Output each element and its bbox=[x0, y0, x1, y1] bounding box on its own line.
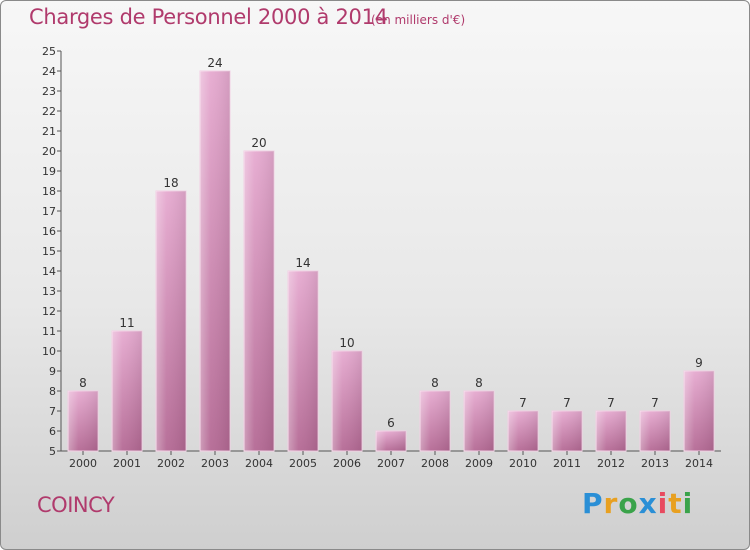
x-axis-ticks: 2000 2001 2002 2003 2004 2005 2006 2007 2008 2009… bbox=[69, 451, 713, 470]
x-tick-label-2014: 2014 bbox=[685, 457, 713, 470]
data-label-2012: 7 bbox=[607, 396, 615, 410]
y-tick-label: 22 bbox=[42, 105, 56, 118]
bar-shine-2000 bbox=[68, 391, 98, 451]
data-label-2010: 7 bbox=[519, 396, 527, 410]
y-tick-label: 24 bbox=[42, 65, 56, 78]
y-tick-label: 7 bbox=[49, 405, 56, 418]
bar-shine-2001 bbox=[112, 331, 142, 451]
bar-shine-2006 bbox=[332, 351, 362, 451]
data-label-2009: 8 bbox=[475, 376, 483, 390]
y-tick-label: 15 bbox=[42, 245, 56, 258]
commune-name: COINCY bbox=[37, 493, 115, 517]
x-tick-label-2001: 2001 bbox=[113, 457, 141, 470]
x-tick-label-2012: 2012 bbox=[597, 457, 625, 470]
y-tick-label: 20 bbox=[42, 145, 56, 158]
x-tick-label-2002: 2002 bbox=[157, 457, 185, 470]
bar-shine-2004 bbox=[244, 151, 274, 451]
x-tick-label-2013: 2013 bbox=[641, 457, 669, 470]
proxiti-logo: Proxiti bbox=[582, 487, 694, 520]
y-tick-label: 19 bbox=[42, 165, 56, 178]
bar-shine-2013 bbox=[640, 411, 670, 451]
data-label-2006: 10 bbox=[339, 336, 354, 350]
x-tick-label-2010: 2010 bbox=[509, 457, 537, 470]
data-label-2003: 24 bbox=[207, 56, 222, 70]
data-label-2008: 8 bbox=[431, 376, 439, 390]
data-label-2005: 14 bbox=[295, 256, 310, 270]
chart-title: Charges de Personnel 2000 à 2014 bbox=[29, 5, 388, 29]
bar-shine-2014 bbox=[684, 371, 714, 451]
data-label-2002: 18 bbox=[163, 176, 178, 190]
data-label-2000: 8 bbox=[79, 376, 87, 390]
bar-shine-2003 bbox=[200, 71, 230, 451]
x-tick-label-2008: 2008 bbox=[421, 457, 449, 470]
bar-shine-2012 bbox=[596, 411, 626, 451]
x-tick-label-2006: 2006 bbox=[333, 457, 361, 470]
y-tick-label: 25 bbox=[42, 45, 56, 58]
bar-shine-2010 bbox=[508, 411, 538, 451]
y-tick-label: 23 bbox=[42, 85, 56, 98]
y-tick-label: 13 bbox=[42, 285, 56, 298]
x-tick-label-2005: 2005 bbox=[289, 457, 317, 470]
data-label-2011: 7 bbox=[563, 396, 571, 410]
bars-group: 8 11 18 24 20 14 10 6 8 8 7 7 7 7 9 bbox=[67, 56, 715, 452]
data-label-2014: 9 bbox=[695, 356, 703, 370]
x-tick-label-2003: 2003 bbox=[201, 457, 229, 470]
x-tick-label-2007: 2007 bbox=[377, 457, 405, 470]
bar-shine-2011 bbox=[552, 411, 582, 451]
data-label-2013: 7 bbox=[651, 396, 659, 410]
data-label-2004: 20 bbox=[251, 136, 266, 150]
y-tick-label: 12 bbox=[42, 305, 56, 318]
y-tick-label: 16 bbox=[42, 225, 56, 238]
chart-subtitle: (en milliers d'€) bbox=[371, 13, 466, 27]
y-tick-label: 17 bbox=[42, 205, 56, 218]
y-tick-label: 21 bbox=[42, 125, 56, 138]
x-tick-label-2009: 2009 bbox=[465, 457, 493, 470]
y-tick-label: 10 bbox=[42, 345, 56, 358]
x-tick-label-2000: 2000 bbox=[69, 457, 97, 470]
x-tick-label-2004: 2004 bbox=[245, 457, 273, 470]
bar-shine-2007 bbox=[376, 431, 406, 451]
bar-shine-2008 bbox=[420, 391, 450, 451]
y-tick-label: 14 bbox=[42, 265, 56, 278]
y-tick-label: 11 bbox=[42, 325, 56, 338]
x-tick-label-2011: 2011 bbox=[553, 457, 581, 470]
bar-shine-2002 bbox=[156, 191, 186, 451]
bar-shine-2005 bbox=[288, 271, 318, 451]
y-tick-label: 18 bbox=[42, 185, 56, 198]
bar-shine-2009 bbox=[464, 391, 494, 451]
data-label-2001: 11 bbox=[119, 316, 134, 330]
y-tick-label: 9 bbox=[49, 365, 56, 378]
y-tick-label: 8 bbox=[49, 385, 56, 398]
y-tick-label: 5 bbox=[49, 445, 56, 458]
y-tick-label: 6 bbox=[49, 425, 56, 438]
data-label-2007: 6 bbox=[387, 416, 395, 430]
y-axis-ticks: 5 6 7 8 9 10 11 12 13 14 15 16 17 18 19 20 21 22 23 24 25 bbox=[42, 45, 61, 458]
